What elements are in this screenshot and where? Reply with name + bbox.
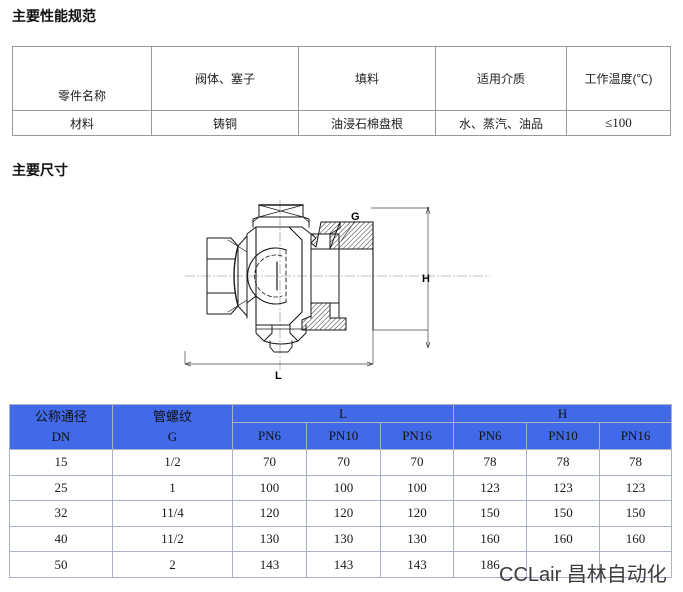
svg-text:L: L <box>275 370 282 382</box>
svg-text:H: H <box>422 273 430 285</box>
svg-text:G: G <box>351 211 360 223</box>
